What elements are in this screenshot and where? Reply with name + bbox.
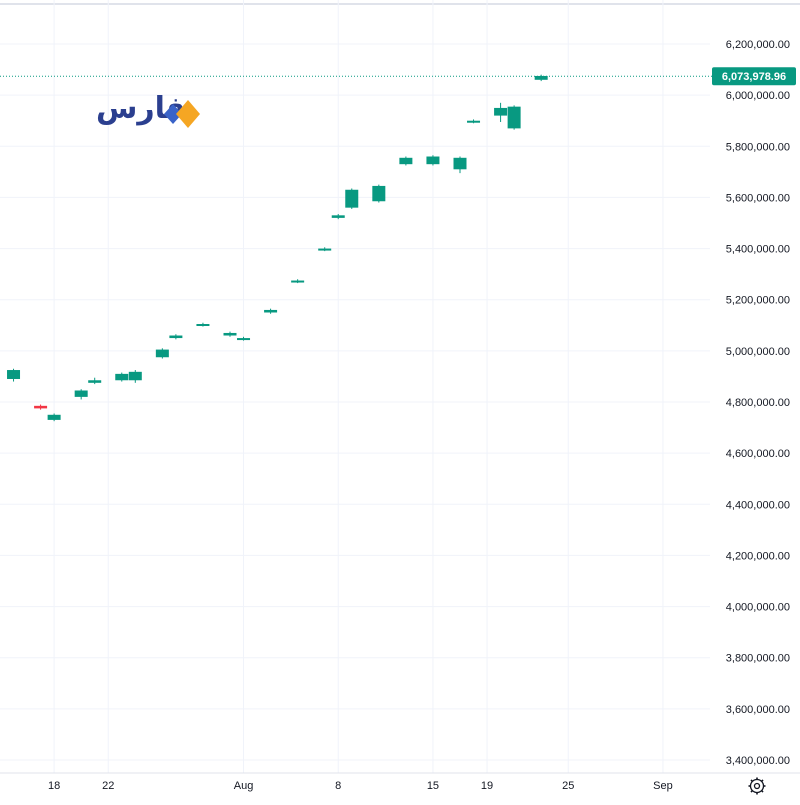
candle	[399, 156, 413, 166]
x-tick-label: 22	[102, 780, 114, 792]
y-axis: 6,200,000.00 6,000,000.00 5,800,000.00 5,60…	[726, 39, 790, 767]
y-tick-label: 4,600,000.00	[726, 448, 790, 460]
candle	[34, 404, 48, 410]
candle	[372, 184, 386, 203]
gear-tooth	[761, 790, 764, 793]
candle-body	[128, 371, 142, 381]
candle	[291, 279, 305, 284]
candle	[196, 322, 210, 327]
x-tick-label: 8	[335, 780, 341, 792]
candle-body	[155, 349, 169, 358]
y-tick-label: 3,400,000.00	[726, 755, 790, 767]
candle-body	[331, 215, 345, 218]
x-tick-label: Sep	[653, 780, 673, 792]
candle-body	[169, 335, 183, 339]
x-tick-label: 18	[48, 780, 60, 792]
candle-body	[291, 280, 305, 283]
y-tick-label: 3,600,000.00	[726, 704, 790, 716]
candle	[7, 368, 21, 382]
y-tick-label: 6,200,000.00	[726, 39, 790, 51]
candle-body	[47, 414, 61, 420]
logo-diamond-orange	[176, 100, 200, 128]
candle-body	[426, 156, 440, 165]
candle	[115, 372, 129, 382]
candle-body	[196, 324, 210, 327]
x-axis: 18 22 Aug 8 15 19 25 Sep	[48, 780, 673, 792]
candle	[426, 155, 440, 166]
candle-body	[453, 157, 467, 170]
x-tick-label: 25	[562, 780, 574, 792]
chart-settings-button[interactable]	[748, 777, 766, 795]
y-tick-label: 5,200,000.00	[726, 295, 790, 307]
last-price-layer: 6,073,978.96	[0, 67, 796, 86]
candle	[318, 247, 332, 252]
y-tick-label: 5,600,000.00	[726, 192, 790, 204]
candle	[507, 105, 521, 130]
y-tick-label: 4,400,000.00	[726, 499, 790, 511]
gear-tooth	[761, 779, 764, 782]
candle	[534, 74, 548, 82]
grid-layer	[0, 0, 710, 773]
candle-body	[74, 390, 88, 397]
y-tick-label: 3,800,000.00	[726, 653, 790, 665]
y-tick-label: 5,000,000.00	[726, 346, 790, 358]
y-tick-label: 6,000,000.00	[726, 90, 790, 102]
candle	[453, 156, 467, 174]
y-tick-label: 4,000,000.00	[726, 602, 790, 614]
y-tick-label: 4,800,000.00	[726, 397, 790, 409]
candle-body	[264, 309, 278, 313]
y-tick-label: 5,400,000.00	[726, 244, 790, 256]
candle-body	[399, 157, 413, 165]
last-price-label: 6,073,978.96	[722, 71, 786, 83]
candle	[74, 389, 88, 400]
candle-body	[88, 380, 102, 383]
candle-body	[7, 370, 21, 379]
candle	[223, 331, 237, 337]
gear-tooth	[750, 779, 753, 782]
candle-body	[237, 338, 251, 341]
candle-body	[318, 248, 332, 251]
candle-layer	[7, 74, 548, 422]
candle	[331, 214, 345, 220]
candle	[345, 188, 359, 209]
logo-diamond-blue	[164, 104, 182, 124]
candle-body	[534, 75, 548, 80]
candle-body	[494, 107, 508, 116]
candle-body	[507, 106, 521, 129]
x-tick-label: 15	[427, 780, 439, 792]
y-tick-label: 5,800,000.00	[726, 141, 790, 153]
candle	[264, 308, 278, 314]
x-tick-label: Aug	[234, 780, 254, 792]
x-tick-label: 19	[481, 780, 493, 792]
candle	[494, 102, 508, 122]
candle	[169, 334, 183, 340]
last-price-tag	[712, 67, 796, 86]
candle-body	[345, 189, 359, 208]
candle	[47, 413, 61, 422]
candle-body	[372, 185, 386, 202]
candle	[88, 377, 102, 385]
y-tick-label: 4,200,000.00	[726, 550, 790, 562]
candle-body	[34, 405, 48, 409]
candle	[155, 348, 169, 359]
gear-icon	[748, 777, 766, 795]
candle	[237, 336, 251, 341]
candle-body	[115, 373, 129, 381]
logo-mark	[164, 100, 200, 128]
gear-tooth	[750, 790, 753, 793]
candle	[128, 370, 142, 383]
candle-body	[467, 120, 481, 123]
candle-body	[223, 332, 237, 336]
candle	[467, 119, 481, 124]
